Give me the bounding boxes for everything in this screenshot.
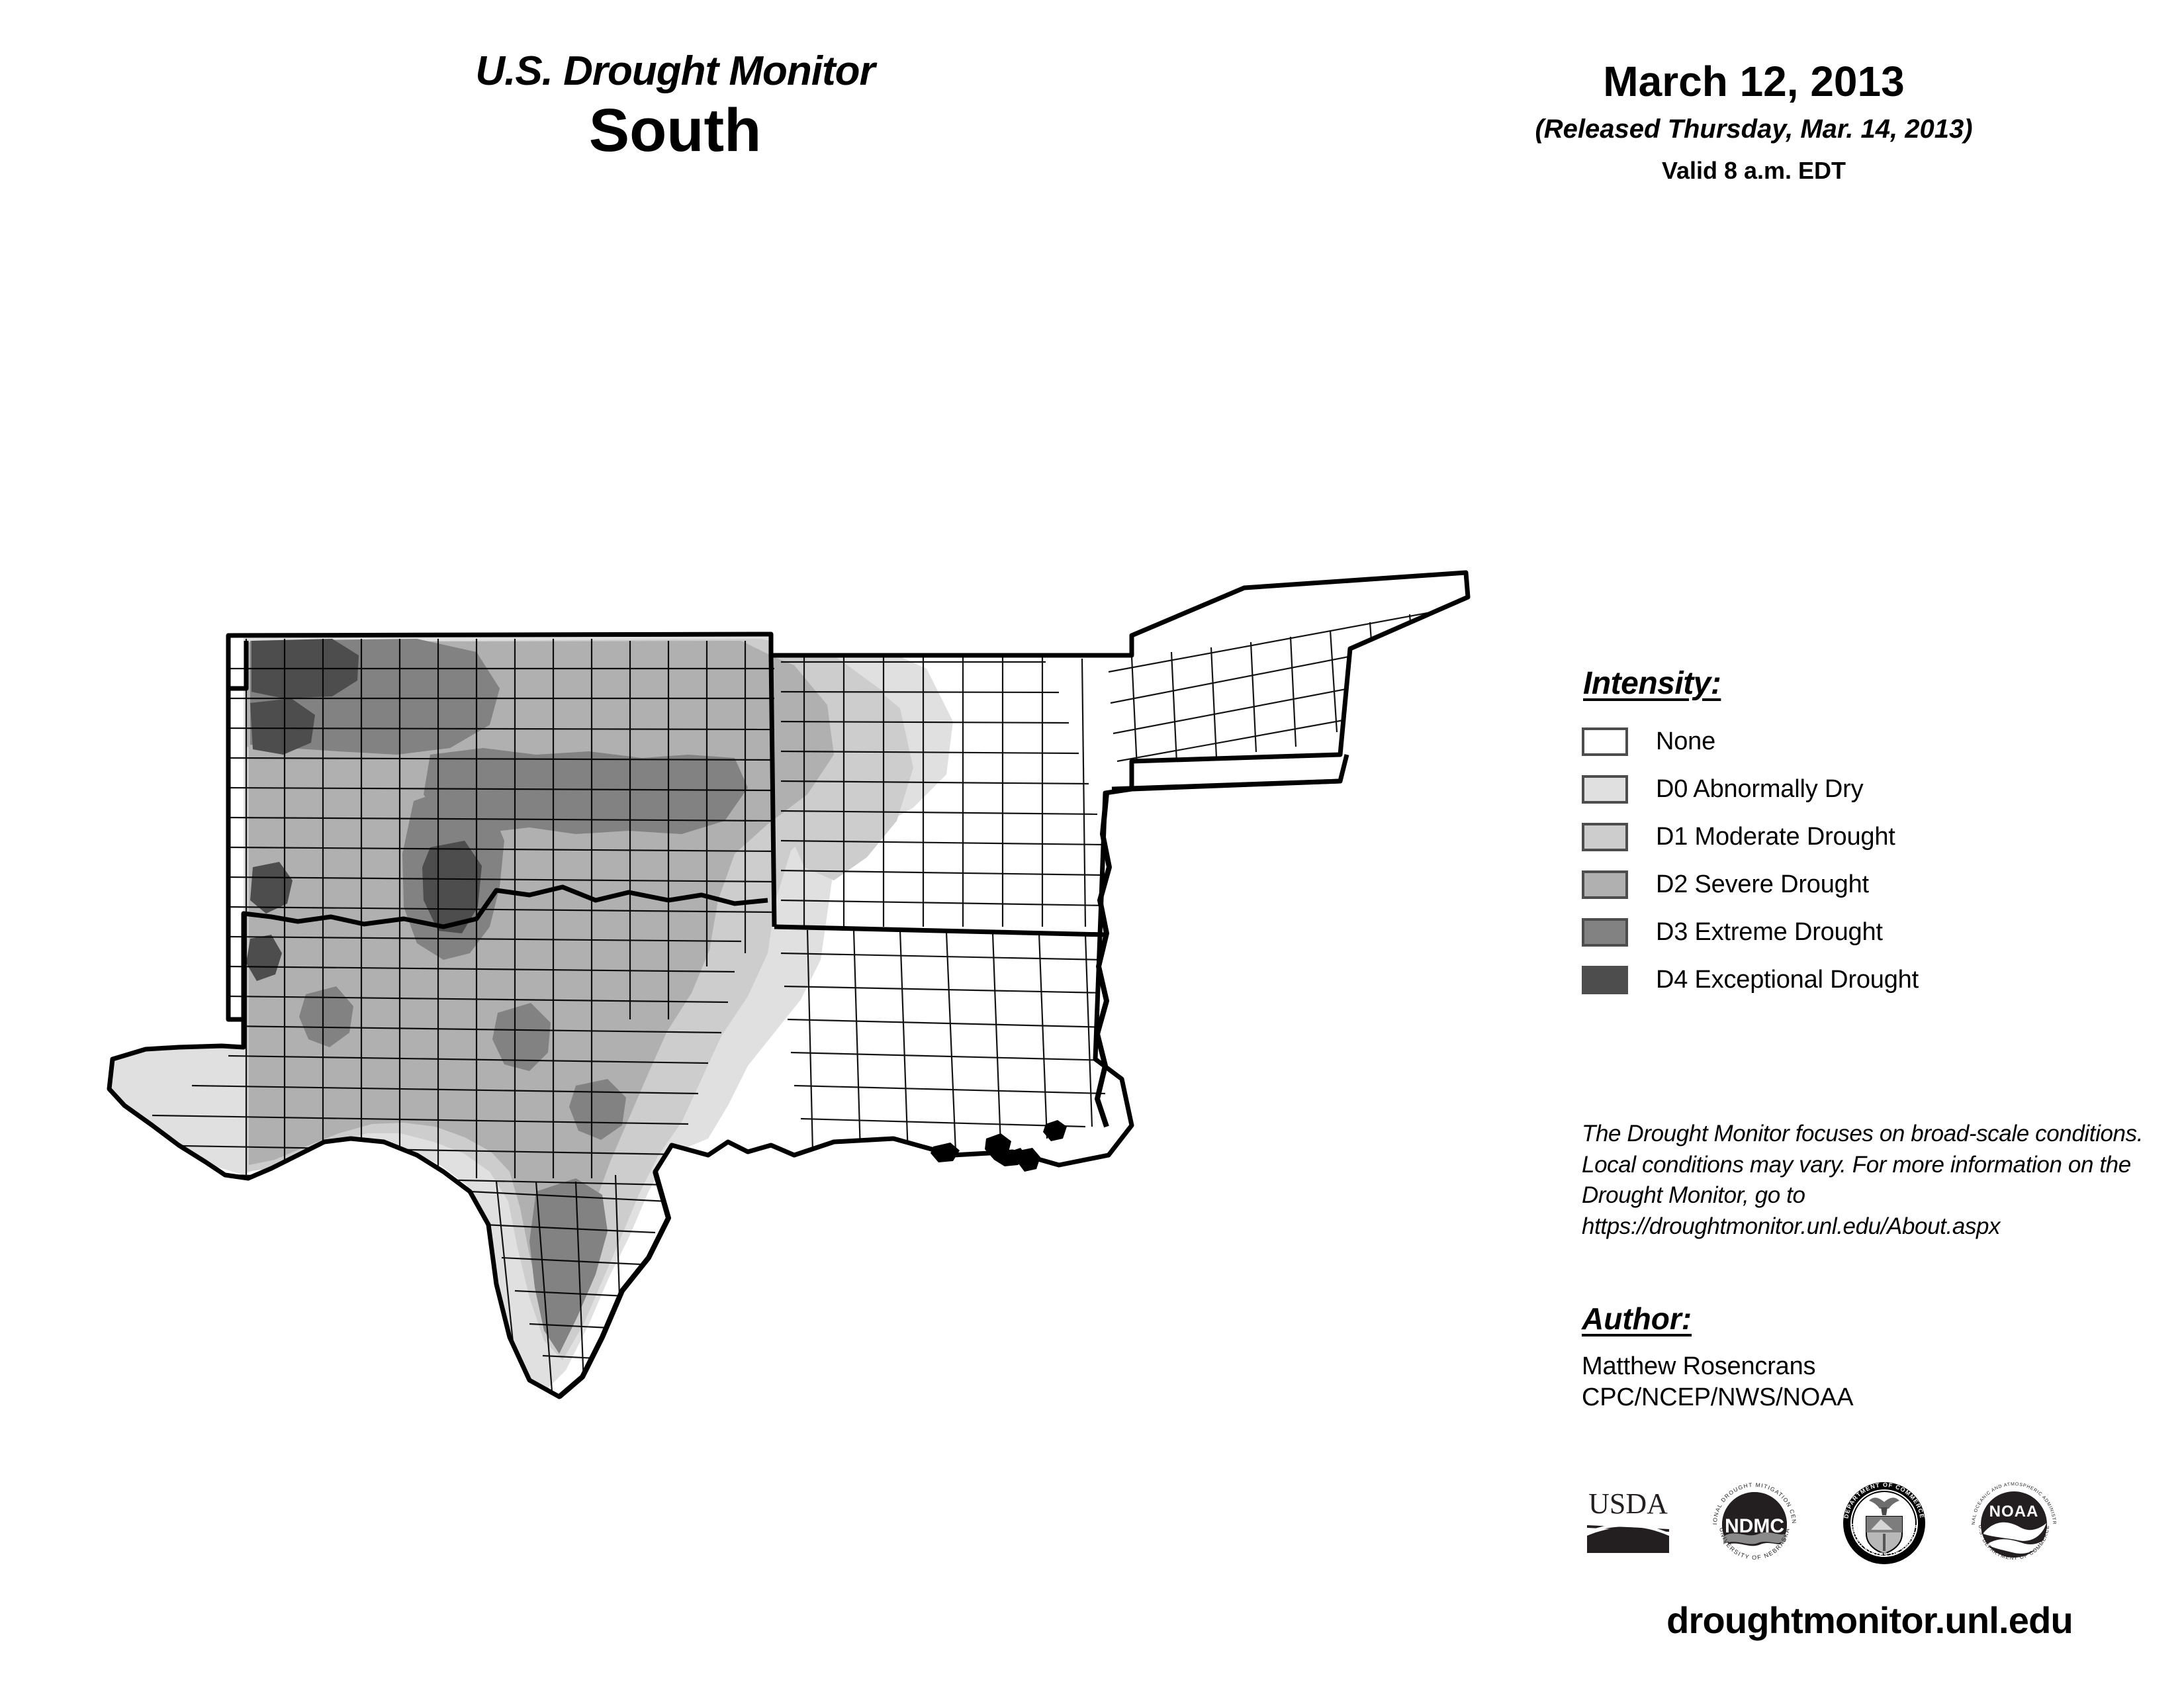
d3-central-texas-pocket-b [569,1079,626,1140]
usda-logo: USDA [1586,1487,1670,1553]
legend-swatch-d2 [1582,870,1628,899]
noaa-logo: NOAA NATIONAL OCEANIC AND ATMOSPHERIC AD… [1964,1473,2056,1561]
svg-text:★: ★ [1856,1520,1863,1529]
tennessee-south-border [1131,754,1349,792]
mississippi-river-border [1095,792,1112,1128]
legend-swatch-d4 [1582,965,1628,994]
header-title-block: U.S. Drought Monitor South [311,50,1039,165]
legend-heading: Intensity: [1583,666,1721,701]
legend-item-none[interactable]: None [1582,718,2164,765]
logo-strip: USDA NDMC NATIONAL DROUGHT MITIGATION CE… [1582,1460,2151,1585]
legend: Intensity: None D0 Abnormally Dry D1 Mod… [1582,665,2164,1004]
legend-label-d4: D4 Exceptional Drought [1656,965,1919,994]
author-heading: Author: [1582,1301,1692,1336]
legend-item-d1[interactable]: D1 Moderate Drought [1582,813,2164,861]
legend-label-d3: D3 Extreme Drought [1656,917,1883,946]
texas-gulf-coast [557,1170,671,1399]
legend-swatch-d3 [1582,917,1628,947]
legend-item-d4[interactable]: D4 Exceptional Drought [1582,956,2164,1004]
author-name: Matthew Rosencrans [1582,1352,1816,1380]
d4-panhandle-lower-core [422,841,482,933]
legend-item-d0[interactable]: D0 Abnormally Dry [1582,765,2164,813]
valid-date: March 12, 2013 [1603,58,1905,105]
drought-intensity-layer [111,634,953,1393]
d3-central-texas-pocket-a [492,1003,551,1071]
released-date: (Released Thursday, Mar. 14, 2013) [1535,115,1973,144]
state-boundaries [107,570,1471,1399]
ndmc-logo-text: NDMC [1725,1515,1784,1537]
legend-label-d2: D2 Severe Drought [1656,870,1869,898]
louisiana-delta-detail [931,1120,1067,1172]
region-subtitle: South [588,97,762,165]
drought-map[interactable] [73,556,1516,1403]
d4-west-texas-core [250,862,293,914]
d3-west-texas-pocket [299,986,353,1047]
department-of-commerce-seal: ★ ★ DEPARTMENT OF COMMERCE UNITED STATES… [1843,1481,1925,1564]
arkansas-louisiana-border [774,924,1106,937]
d4-texas-panhandle-core [250,698,315,755]
arkansas-west-border [768,655,777,927]
page-title: U.S. Drought Monitor [475,48,875,94]
header-date-block: March 12, 2013 (Released Thursday, Mar. … [1423,58,2085,188]
county-boundaries [145,606,1457,1392]
legend-swatch-none [1582,727,1628,756]
legend-swatch-d1 [1582,822,1628,851]
legend-swatch-d0 [1582,774,1628,804]
author-affiliation: CPC/NCEP/NWS/NOAA [1582,1383,1854,1412]
valid-time: Valid 8 a.m. EDT [1661,157,1846,185]
svg-text:★: ★ [1906,1520,1913,1529]
footer-url[interactable]: droughtmonitor.unl.edu [1666,1599,2073,1641]
d4-west-texas-core-b [246,935,282,981]
oklahoma-north-border [226,635,249,691]
drought-map-svg[interactable] [73,556,1516,1403]
noaa-logo-text: NOAA [1989,1503,2039,1521]
usda-logo-text: USDA [1588,1487,1668,1520]
legend-label-none: None [1656,727,1716,755]
legend-label-d1: D1 Moderate Drought [1656,822,1895,851]
legend-item-d2[interactable]: D2 Severe Drought [1582,861,2164,908]
ndmc-logo: NDMC NATIONAL DROUGHT MITIGATION CENTER … [1705,1473,1797,1561]
disclaimer-text: The Drought Monitor focuses on broad-sca… [1582,1121,2144,1239]
d3-south-texas-area [529,1178,608,1354]
oklahoma-texas-border [241,884,768,1019]
legend-item-d3[interactable]: D3 Extreme Drought [1582,908,2164,956]
d3-central-oklahoma-area [424,748,748,834]
legend-label-d0: D0 Abnormally Dry [1656,774,1864,803]
author-block: Author: Matthew Rosencrans CPC/NCEP/NWS/… [1582,1301,2151,1413]
